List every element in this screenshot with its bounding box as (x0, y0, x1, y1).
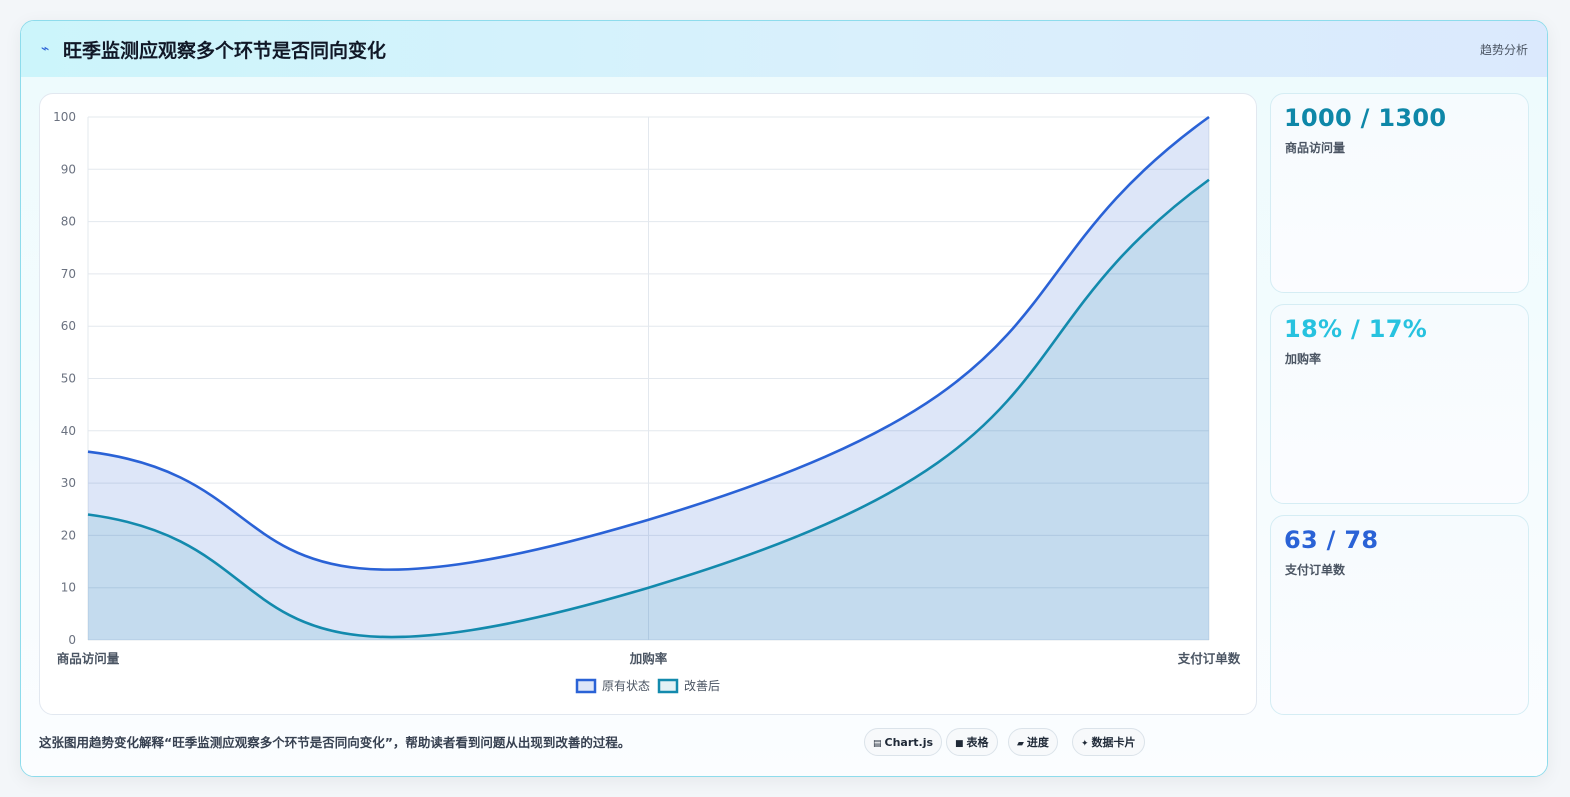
sparkle-icon: ✦ (1081, 739, 1089, 749)
y-tick-label: 80 (61, 215, 76, 229)
stat-card-orders: 63 / 78 支付订单数 (1270, 515, 1529, 715)
card-header: ⌁ 旺季监测应观察多个环节是否同向变化 趋势分析 (21, 21, 1547, 77)
page-title: 旺季监测应观察多个环节是否同向变化 (63, 40, 387, 62)
stat-card-add-to-cart: 18% / 17% 加购率 (1270, 304, 1529, 504)
chip-label: 进度 (1026, 736, 1049, 749)
chip-data-cards[interactable]: ✦ 数据卡片 (1072, 728, 1145, 756)
legend-label: 原有状态 (602, 679, 650, 693)
y-tick-label: 50 (61, 372, 76, 386)
y-tick-label: 90 (61, 162, 76, 176)
y-tick-label: 10 (61, 581, 76, 595)
y-tick-label: 100 (53, 110, 76, 124)
table-icon: ■ (955, 739, 964, 749)
x-tick-label: 加购率 (629, 651, 668, 666)
legend-swatch (657, 678, 679, 694)
series-area (88, 179, 1209, 640)
chart-card: ⌁ 旺季监测应观察多个环节是否同向变化 趋势分析 0 10 20 30 40 50 60 70… (20, 20, 1548, 777)
stat-label: 加购率 (1285, 352, 1322, 366)
x-tick-label: 商品访问量 (57, 651, 120, 666)
legend-swatch (575, 678, 597, 694)
legend-label: 改善后 (684, 678, 720, 693)
chip-chartjs[interactable]: ▤ Chart.js (864, 728, 943, 756)
y-tick-label: 60 (61, 319, 76, 333)
progress-icon: ▰ (1017, 739, 1024, 749)
stat-value: 63 / 78 (1284, 526, 1379, 554)
card-body: 0 10 20 30 40 50 60 70 80 90 100 商品访问量 加购率 支付订单数 原有状态改… (21, 77, 1547, 776)
y-tick-label: 30 (61, 476, 76, 490)
stat-value: 18% / 17% (1284, 315, 1428, 343)
stat-label: 商品访问量 (1285, 141, 1346, 155)
chip-label: 表格 (966, 736, 989, 749)
series-area (88, 117, 1209, 640)
stat-value: 1000 / 1300 (1284, 104, 1447, 132)
header-tag: 趋势分析 (1479, 43, 1528, 57)
chip-table[interactable]: ■ 表格 (946, 728, 998, 756)
series-line (87, 115, 1210, 571)
chart-caption: 这张图用趋势变化解释“旺季监测应观察多个环节是否同向变化”，帮助读者看到问题从出… (39, 735, 631, 750)
stat-card-visits: 1000 / 1300 商品访问量 (1270, 93, 1529, 293)
chip-label: 数据卡片 (1091, 736, 1136, 749)
chart-panel: 0 10 20 30 40 50 60 70 80 90 100 商品访问量 加购率 支付订单数原有状态 改… (39, 93, 1257, 715)
chart-icon: ▤ (873, 739, 882, 749)
chip-progress[interactable]: ▰ 进度 (1008, 728, 1058, 756)
chip-label: Chart.js (884, 736, 934, 749)
stat-label: 支付订单数 (1285, 563, 1346, 577)
y-tick-label: 20 (61, 528, 76, 542)
y-tick-label: 40 (61, 424, 76, 438)
x-tick-label: 支付订单数 (1177, 651, 1241, 666)
series-line (87, 178, 1210, 639)
y-tick-label: 0 (68, 633, 76, 647)
lightning-icon: ⌁ (41, 41, 50, 57)
y-tick-label: 70 (61, 267, 76, 281)
